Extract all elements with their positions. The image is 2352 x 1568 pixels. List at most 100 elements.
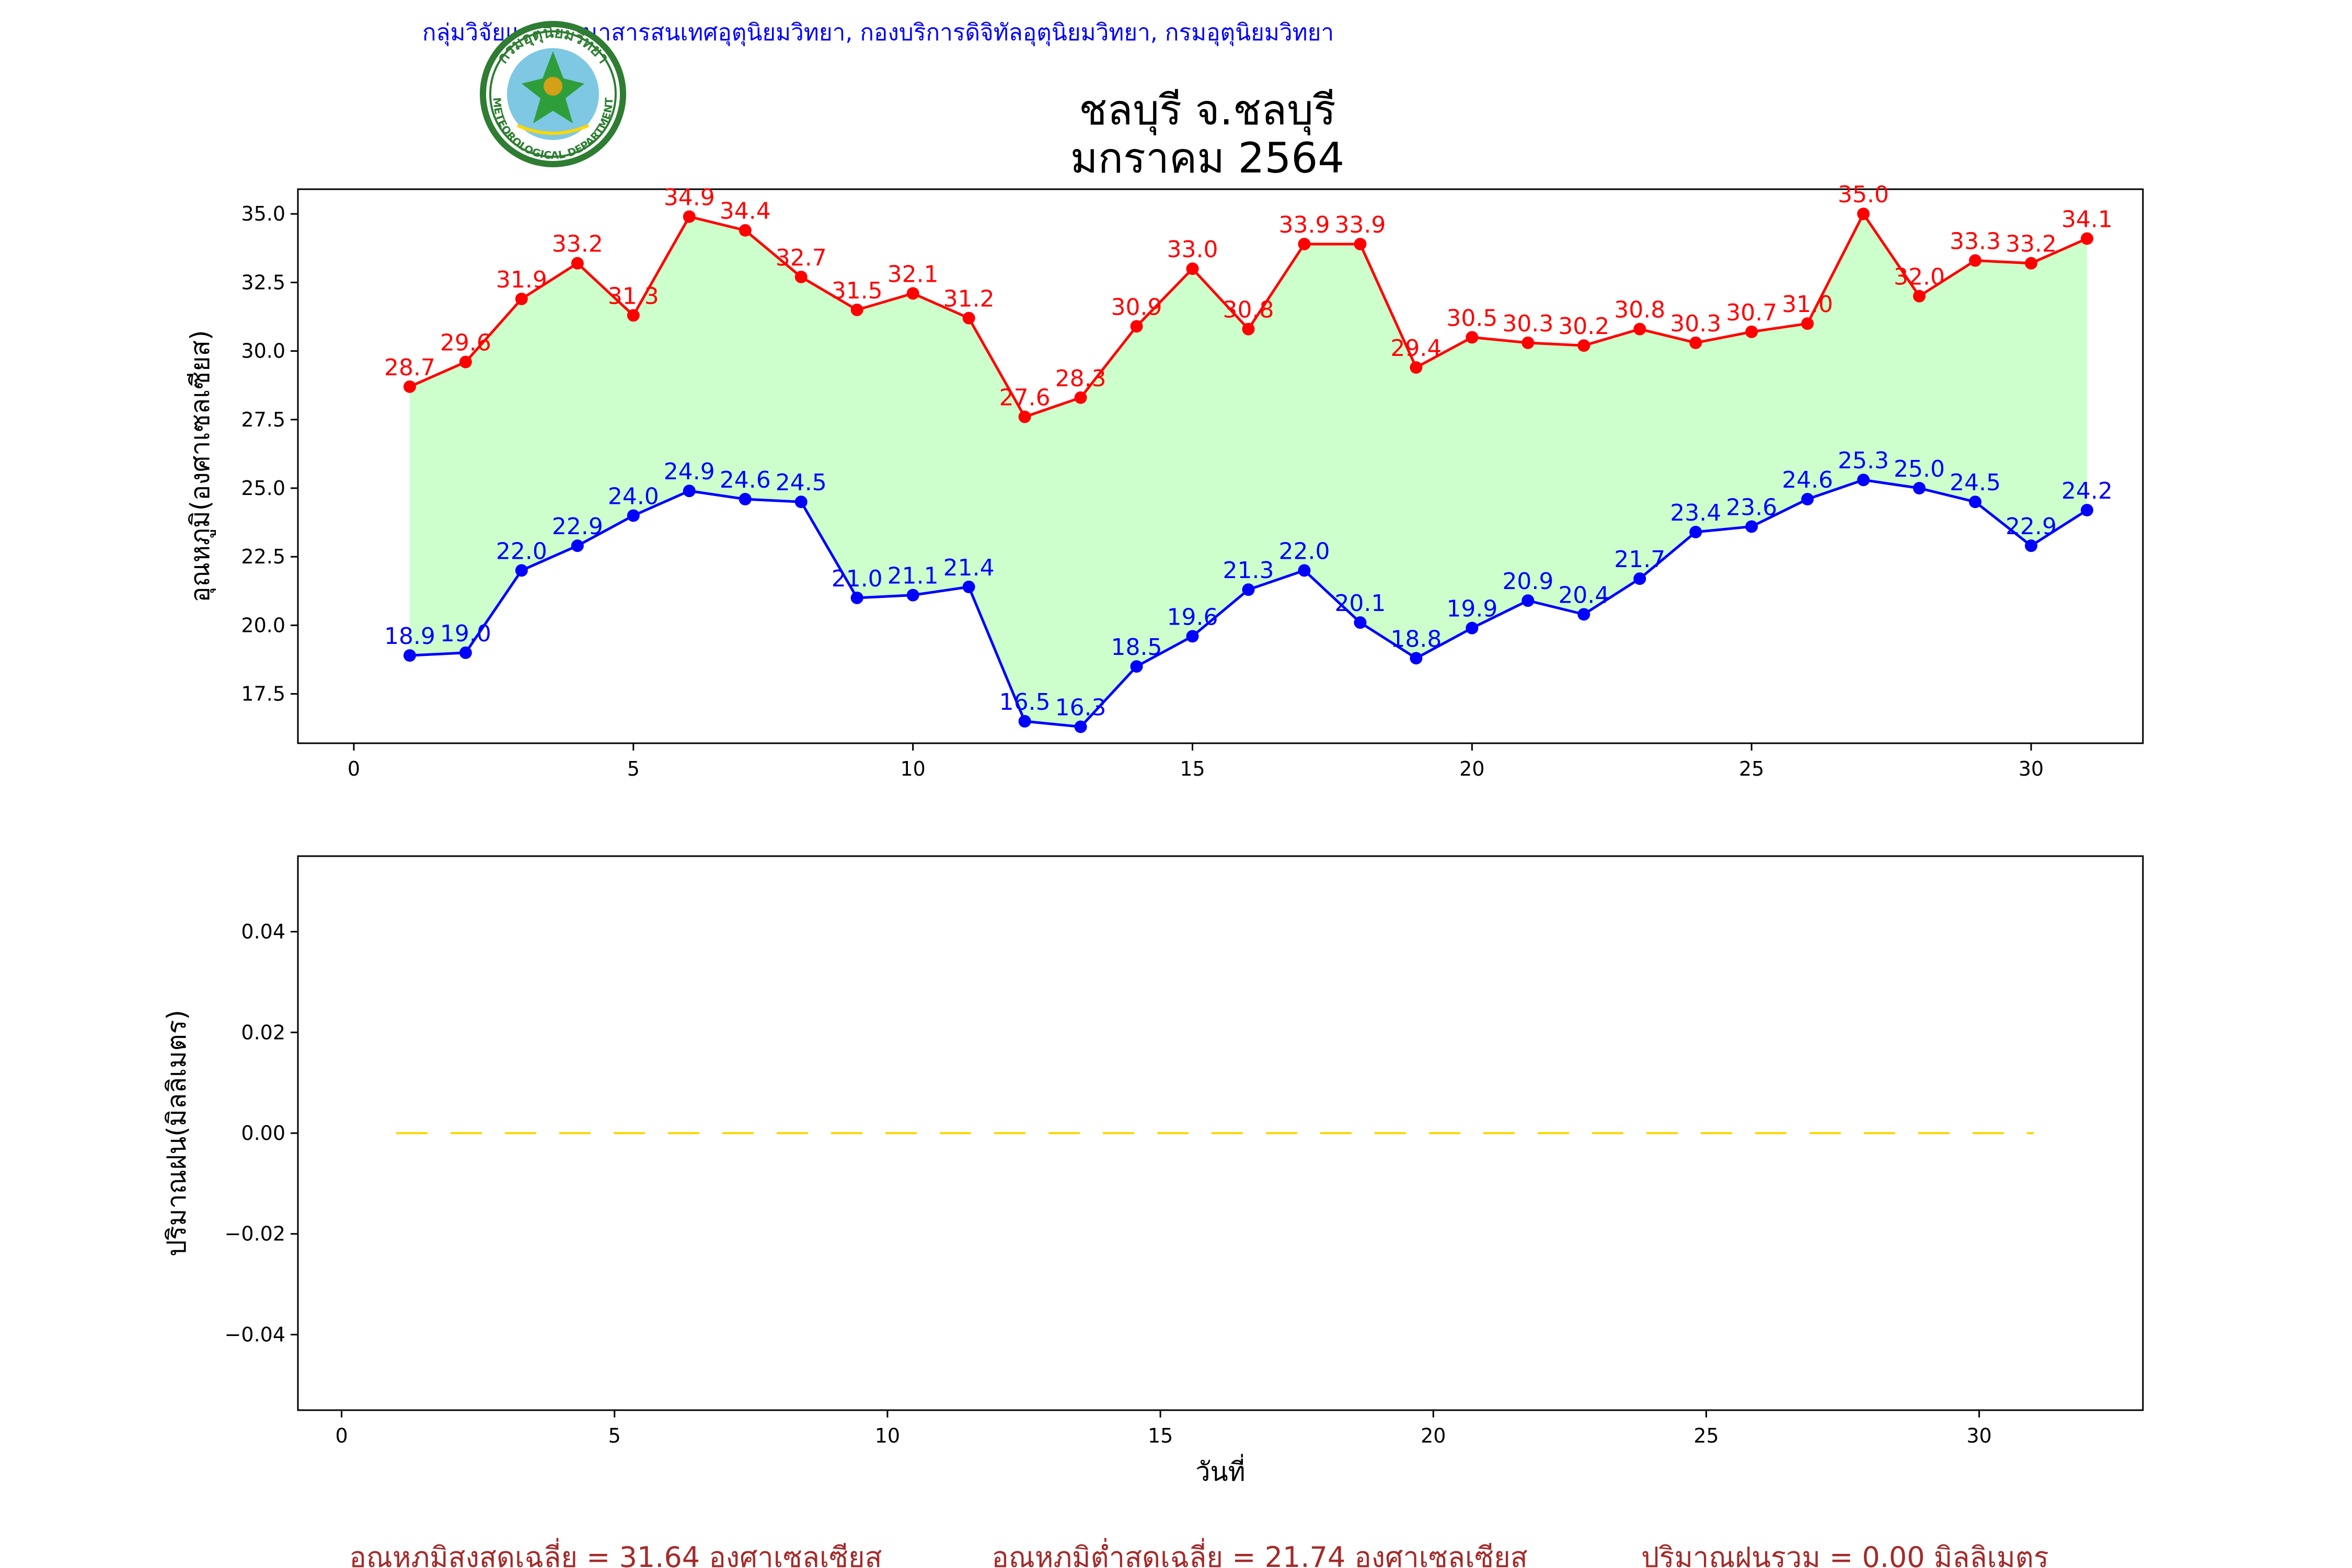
max-temperature-point [1410,361,1423,374]
max-temperature-data-label: 30.7 [1726,299,1777,326]
min-temperature-data-label: 22.9 [552,513,603,540]
max-temperature-data-label: 30.2 [1558,313,1609,340]
temperature-x-tick-label: 20 [1459,757,1484,780]
min-temperature-point [1969,495,1982,509]
min-temperature-data-label: 18.8 [1390,626,1442,652]
min-temperature-point [683,485,696,498]
min-temperature-data-label: 20.1 [1334,590,1386,617]
min-temperature-point [1018,715,1031,728]
max-temperature-point [2081,232,2094,245]
max-temperature-point [403,380,416,393]
temperature-plot-frame [297,188,2144,744]
chart-title-line2: มกราคม 2564 [1070,134,1344,182]
min-temperature-point [1298,564,1311,577]
min-temperature-point [1466,621,1479,635]
max-temperature-point [1354,237,1367,250]
rainfall-x-tick-label: 15 [1148,1424,1173,1447]
min-temperature-data-label: 24.5 [1950,469,2001,496]
min-temperature-data-label: 22.0 [1278,538,1330,564]
max-temperature-point [906,287,919,300]
max-temperature-point [627,309,640,322]
min-temperature-point [571,539,584,552]
min-temperature-data-label: 19.0 [440,620,491,647]
temperature-x-tick-label: 10 [900,757,925,780]
max-temperature-point [1969,254,1982,267]
min-temperature-point [627,509,640,522]
temperature-y-tick-label: 25.0 [241,477,285,500]
rainfall-x-tick-label: 25 [1693,1424,1719,1447]
rainfall-x-tick-label: 30 [1967,1424,1992,1447]
min-temperature-data-label: 25.3 [1838,447,1889,474]
max-temperature-point [1298,237,1311,250]
max-temperature-point [1466,331,1479,344]
max-temperature-point [1521,336,1535,349]
min-temperature-data-label: 16.3 [1055,695,1106,721]
max-temperature-point [1745,325,1758,338]
max-temperature-data-label: 31.3 [608,283,659,309]
min-temperature-data-label: 24.6 [720,467,771,493]
temperature-y-tick-label: 30.0 [241,340,285,363]
min-temperature-point [1857,474,1870,487]
min-temperature-point [1186,630,1199,643]
min-temperature-point [794,495,808,509]
max-temperature-data-label: 30.8 [1223,297,1274,324]
temperature-x-tick-label: 25 [1739,757,1764,780]
max-temperature-data-label: 34.1 [2061,206,2113,233]
temperature-y-tick-label: 20.0 [241,614,285,637]
max-temperature-point [515,292,528,305]
min-temperature-data-label: 22.9 [2005,513,2057,540]
temperature-range-fill [409,214,2088,727]
min-temperature-point [2025,539,2038,552]
min-temperature-data-label: 22.0 [496,538,547,564]
rainfall-y-tick-label: 0.04 [241,920,285,943]
max-temperature-data-label: 28.7 [384,354,435,381]
temperature-x-tick-label: 5 [627,757,640,780]
max-temperature-data-label: 27.6 [999,385,1051,411]
max-temperature-data-label: 31.9 [496,267,547,293]
max-temperature-point [1018,410,1031,423]
min-temperature-data-label: 24.6 [1782,467,1833,493]
footer-total-rain: ปริมาณฝนรวม = 0.00 มิลลิเมตร [1641,1541,2049,1568]
meteorological-department-logo: กรมอุตุนิยมวิทยา METEOROLOGICAL DEPARTME… [480,21,626,167]
min-temperature-data-label: 24.0 [608,483,659,510]
max-temperature-data-label: 33.9 [1334,212,1386,238]
min-temperature-data-label: 21.4 [943,555,995,581]
max-temperature-data-label: 32.0 [1894,264,1945,291]
min-temperature-data-label: 20.4 [1558,582,1609,608]
min-temperature-point [1074,720,1087,733]
max-temperature-point [459,355,472,368]
min-temperature-point [1689,525,1702,538]
max-temperature-data-label: 35.0 [1838,181,1889,208]
min-temperature-point [962,580,975,593]
rainfall-y-tick-label: 0.00 [241,1122,285,1145]
temperature-plot: 28.729.631.933.231.334.934.432.731.532.1… [185,181,2144,780]
max-temperature-point [1130,320,1143,333]
temperature-y-tick-label: 32.5 [241,271,285,294]
max-temperature-data-label: 33.9 [1278,212,1330,238]
rainfall-y-tick-label: −0.04 [225,1323,285,1346]
min-temperature-data-label: 23.4 [1670,500,1721,526]
temperature-y-tick-label: 22.5 [241,545,285,568]
min-temperature-point [459,646,472,659]
min-temperature-point [2081,503,2094,516]
max-temperature-point [1242,322,1255,336]
min-temperature-data-label: 23.6 [1726,494,1777,521]
max-temperature-data-label: 31.0 [1782,291,1833,318]
min-temperature-data-label: 21.1 [887,563,939,590]
max-temperature-data-label: 33.0 [1167,236,1218,263]
max-temperature-data-label: 30.9 [1111,294,1162,320]
min-temperature-point [1913,481,1926,494]
rainfall-x-tick-label: 0 [335,1424,348,1447]
temperature-y-axis-label: อุณหภูมิ(องศาเซลเซียส) [185,330,216,602]
max-temperature-data-label: 30.8 [1614,297,1665,324]
min-temperature-data-label: 21.7 [1614,546,1665,573]
max-temperature-point [1689,336,1702,349]
max-temperature-data-label: 31.5 [832,278,883,304]
max-temperature-data-label: 32.1 [887,261,939,287]
rainfall-x-tick-label: 20 [1421,1424,1446,1447]
min-temperature-data-label: 21.3 [1223,557,1274,584]
max-temperature-point [1801,317,1814,330]
min-temperature-point [1577,608,1590,621]
max-temperature-point [1074,391,1087,404]
min-temperature-point [850,591,863,604]
